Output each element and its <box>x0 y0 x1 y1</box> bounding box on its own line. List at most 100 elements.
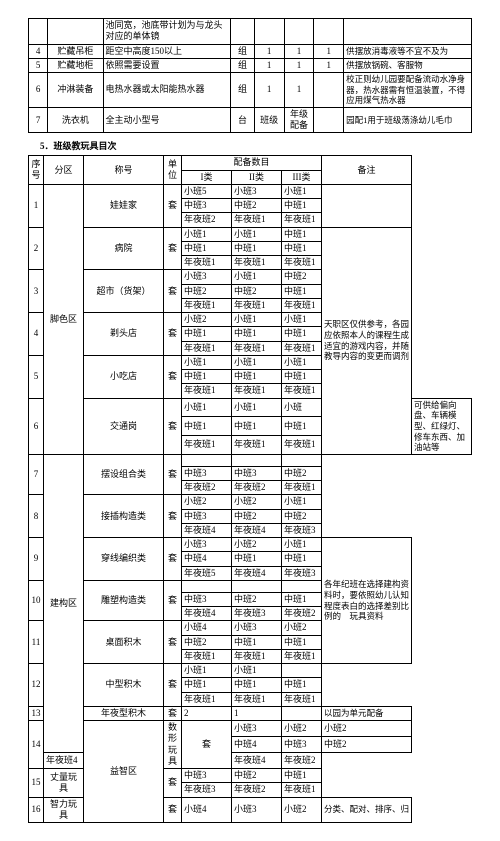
v1: 中班3 <box>182 509 232 523</box>
row-no: 15 <box>29 769 44 798</box>
v2: 中班2 <box>232 769 282 783</box>
v2: 年夜班1 <box>232 213 282 227</box>
v1: 小班1 <box>182 398 232 417</box>
item-unit: 套 <box>164 454 182 495</box>
v2: 年夜班1 <box>232 649 282 663</box>
item-name: 剃头店 <box>84 313 164 356</box>
col-unit: 单位 <box>164 156 182 185</box>
v1: 中班1 <box>182 327 232 341</box>
v1: 年夜班4 <box>182 607 232 621</box>
v3: 中班1 <box>282 552 322 566</box>
note: 各年纪班在选择建构资料时，要依照幼儿认知程度表白的选择差别比例的 玩具资料 <box>322 538 412 664</box>
v2: 中班3 <box>232 466 282 480</box>
note: 可供给偏向盘、车辆模型、红绿灯、修车东西、加油站等 <box>412 398 472 454</box>
v3: 中班1 <box>282 635 322 649</box>
item-unit: 套 <box>164 227 182 270</box>
v2: 年夜班3 <box>232 607 282 621</box>
v2: 小班2 <box>282 721 322 737</box>
v2: 年夜班1 <box>232 384 282 398</box>
v2: 小班2 <box>232 538 282 552</box>
v1: 中班3 <box>182 592 232 606</box>
item-unit: 套 <box>164 313 182 356</box>
v2: 小班1 <box>232 355 282 369</box>
item-name: 摆设组合类 <box>84 454 164 495</box>
v2: 年夜班4 <box>232 566 282 580</box>
col-c1: I类 <box>182 170 232 184</box>
v3: 小班1 <box>282 184 322 198</box>
item-unit: 套 <box>182 721 232 769</box>
v1: 中班1 <box>182 241 232 255</box>
row-no: 14 <box>29 721 44 769</box>
v1: 小班3 <box>182 538 232 552</box>
v2: 中班1 <box>232 370 282 384</box>
v3: 中班1 <box>282 199 322 213</box>
v2: 1 <box>232 706 282 720</box>
v3: 小班1 <box>282 495 322 509</box>
v3 <box>282 706 322 720</box>
v2: 年夜班1 <box>232 341 282 355</box>
v1: 中班2 <box>182 284 232 298</box>
v3: 中班1 <box>282 417 322 436</box>
item-name: 年夜型积木 <box>84 706 164 720</box>
v1: 小班5 <box>182 184 232 198</box>
storage-equipment-table: 池同宽，池底带计划为与龙头对应的单体镜4贮藏吊柜距空中高度150以上组111供摆… <box>28 18 472 133</box>
v3: 小班 <box>282 398 322 417</box>
v3: 年夜班1 <box>282 256 322 270</box>
v1: 年夜班2 <box>182 481 232 495</box>
v1: 年夜班1 <box>182 649 232 663</box>
v1: 小班1 <box>182 227 232 241</box>
v3: 中班2 <box>282 509 322 523</box>
v3: 中班1 <box>282 678 322 692</box>
col-area: 分区 <box>44 156 84 185</box>
v2: 中班1 <box>232 635 282 649</box>
v1: 年夜班4 <box>44 753 84 769</box>
v2: 中班1 <box>232 241 282 255</box>
v2: 小班1 <box>232 398 282 417</box>
item-name: 雕塑构造类 <box>84 580 164 621</box>
item-name: 娃娃家 <box>84 184 164 227</box>
v2: 年夜班4 <box>232 523 282 537</box>
note: 天职区仅供参考，各园应依照本人的课程生成适宜的游戏内容，并随教导内容的变更而调剂 <box>322 227 412 454</box>
v2: 小班1 <box>232 664 282 678</box>
v3: 中班2 <box>282 466 322 480</box>
v2: 年夜班2 <box>232 783 282 797</box>
v3 <box>282 664 322 678</box>
item-name: 交通岗 <box>84 398 164 454</box>
row-no: 4 <box>29 313 44 356</box>
col-c2: II类 <box>232 170 282 184</box>
v1: 小班1 <box>182 664 232 678</box>
v2: 中班2 <box>232 592 282 606</box>
row-no: 1 <box>29 184 44 227</box>
v2: 中班1 <box>232 327 282 341</box>
v2: 中班2 <box>232 284 282 298</box>
v3: 中班1 <box>282 327 322 341</box>
row-no: 2 <box>29 227 44 270</box>
v3: 中班2 <box>322 737 412 753</box>
row-no: 8 <box>29 495 44 538</box>
section5-title: 5．班级教玩具目次 <box>40 139 472 152</box>
item-unit: 套 <box>164 495 182 538</box>
item-name: 智力玩具 <box>44 797 84 823</box>
v1: 年夜班1 <box>182 256 232 270</box>
classroom-toys-table: 序号分区称号单位配备数目备注I类II类III类1脚色区娃娃家套小班5小班3小班1… <box>28 155 472 823</box>
v3: 中班1 <box>282 370 322 384</box>
item-unit: 套 <box>164 398 182 454</box>
row-no: 12 <box>29 664 44 707</box>
v1: 小班1 <box>182 355 232 369</box>
v1: 年夜班1 <box>182 298 232 312</box>
v3: 年夜班1 <box>282 692 322 706</box>
row-no: 16 <box>29 797 44 823</box>
v2: 年夜班1 <box>232 692 282 706</box>
v3: 年夜班2 <box>282 607 322 621</box>
v1: 年夜班1 <box>182 384 232 398</box>
v3: 小班2 <box>282 797 322 823</box>
v3: 小班2 <box>282 621 322 635</box>
row-no: 6 <box>29 398 44 454</box>
item-unit: 套 <box>164 797 182 823</box>
v2: 小班3 <box>232 184 282 198</box>
item-name: 超市（货架） <box>84 270 164 313</box>
v2: 小班2 <box>232 495 282 509</box>
v3: 年夜班1 <box>282 783 322 797</box>
v3: 中班1 <box>282 227 322 241</box>
v1: 年夜班1 <box>182 692 232 706</box>
